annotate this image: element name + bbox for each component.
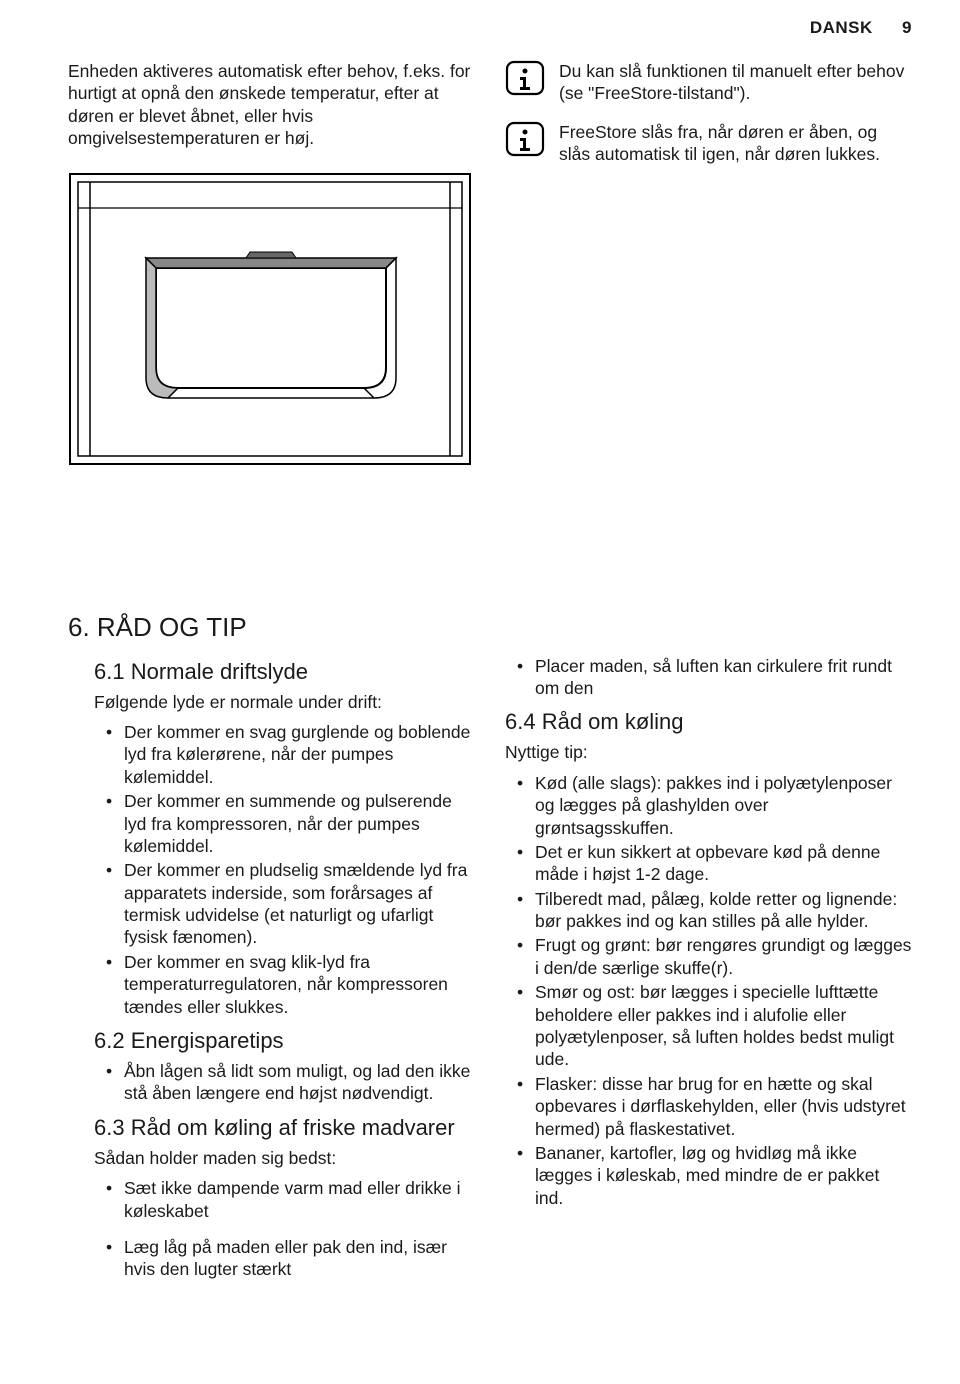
list-item: Sæt ikke dampende varm mad eller drikke … <box>112 1177 475 1222</box>
list-item: Der kommer en summende og pulserende lyd… <box>112 790 475 857</box>
section-6-title: 6. RÅD OG TIP <box>68 612 912 643</box>
section-6-right: Placer maden, så luften kan cirkulere fr… <box>505 655 912 1291</box>
list-item: Bananer, kartofler, løg og hvidløg må ik… <box>523 1142 912 1209</box>
info-text-2: FreeStore slås fra, når døren er åben, o… <box>559 121 912 166</box>
section-6-3-list: Sæt ikke dampende varm mad eller drikke … <box>94 1177 475 1281</box>
list-item: Tilberedt mad, pålæg, kolde retter og li… <box>523 888 912 933</box>
list-item: Der kommer en pludselig smældende lyd fr… <box>112 859 475 949</box>
header-lang: DANSK <box>810 18 873 37</box>
list-item: Smør og ost: bør lægges i specielle luft… <box>523 981 912 1071</box>
header-page-number: 9 <box>902 18 912 37</box>
list-item: Det er kun sikkert at opbevare kød på de… <box>523 841 912 886</box>
info-icon <box>505 121 545 157</box>
top-left-column: Enheden aktiveres automatisk efter behov… <box>68 60 475 472</box>
list-item: Frugt og grønt: bør rengøres grundigt og… <box>523 934 912 979</box>
list-item: Flasker: disse har brug for en hætte og … <box>523 1073 912 1140</box>
section-6-3-list-cont: Placer maden, så luften kan cirkulere fr… <box>505 655 912 700</box>
list-item: Placer maden, så luften kan cirkulere fr… <box>523 655 912 700</box>
info-callout-2: FreeStore slås fra, når døren er åben, o… <box>505 121 912 166</box>
section-6-1-intro: Følgende lyde er normale under drift: <box>94 691 475 713</box>
section-6-4-list: Kød (alle slags): pakkes ind i polyætyle… <box>505 772 912 1209</box>
section-6-2-list: Åbn lågen så lidt som muligt, og lad den… <box>94 1060 475 1105</box>
section-6-left: 6.1 Normale driftslyde Følgende lyde er … <box>68 655 475 1291</box>
top-columns: Enheden aktiveres automatisk efter behov… <box>68 60 912 472</box>
appliance-illustration <box>68 172 472 467</box>
list-item: Åbn lågen så lidt som muligt, og lad den… <box>112 1060 475 1105</box>
section-6-4-intro: Nyttige tip: <box>505 741 912 763</box>
section-6-3-intro: Sådan holder maden sig bedst: <box>94 1147 475 1169</box>
top-right-column: Du kan slå funktionen til manuelt efter … <box>505 60 912 472</box>
section-6-1-title: 6.1 Normale driftslyde <box>94 659 475 685</box>
page-header: DANSK 9 <box>810 18 912 38</box>
info-icon <box>505 60 545 96</box>
section-6-3-title: 6.3 Råd om køling af friske madvarer <box>94 1115 475 1141</box>
intro-paragraph: Enheden aktiveres automatisk efter behov… <box>68 60 475 150</box>
section-6-4-title: 6.4 Råd om køling <box>505 709 912 735</box>
list-item: Læg låg på maden eller pak den ind, især… <box>112 1236 475 1281</box>
section-6-1-list: Der kommer en svag gurglende og boblende… <box>94 721 475 1018</box>
list-item: Der kommer en svag klik-lyd fra temperat… <box>112 951 475 1018</box>
list-item: Der kommer en svag gurglende og boblende… <box>112 721 475 788</box>
info-callout-1: Du kan slå funktionen til manuelt efter … <box>505 60 912 105</box>
list-item: Kød (alle slags): pakkes ind i polyætyle… <box>523 772 912 839</box>
section-6-columns: 6.1 Normale driftslyde Følgende lyde er … <box>68 655 912 1291</box>
section-6-2-title: 6.2 Energisparetips <box>94 1028 475 1054</box>
info-text-1: Du kan slå funktionen til manuelt efter … <box>559 60 912 105</box>
